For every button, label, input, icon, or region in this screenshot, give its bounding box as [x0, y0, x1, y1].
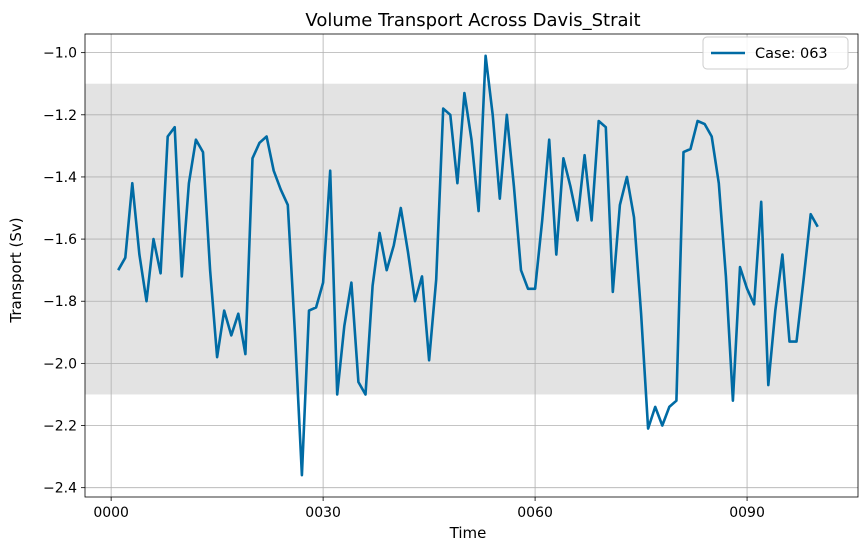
- y-tick-label: −1.4: [43, 170, 77, 186]
- y-tick-label: −1.6: [43, 232, 77, 248]
- x-tick-label: 0090: [729, 505, 765, 521]
- x-tick-label: 0000: [93, 505, 129, 521]
- legend: Case: 063: [702, 36, 849, 70]
- x-tick-label: 0060: [517, 505, 553, 521]
- plot-frame: [84, 33, 859, 498]
- series-line: [117, 54, 819, 477]
- y-tick-label: −1.2: [43, 108, 77, 124]
- series-layer: [117, 54, 819, 477]
- x-axis: 0000 0030 0060 0090: [93, 497, 765, 521]
- y-axis: −2.4 −2.2 −2.0 −1.8 −1.6 −1.4 −1.2 −1.0: [43, 46, 85, 497]
- legend-label: Case: 063: [755, 46, 828, 62]
- x-tick-label: 0030: [305, 505, 341, 521]
- y-tick-label: −2.0: [43, 356, 77, 372]
- y-tick-label: −1.0: [43, 46, 77, 62]
- y-tick-label: −2.2: [43, 419, 77, 435]
- y-tick-label: −1.8: [43, 294, 77, 310]
- y-tick-label: −2.4: [43, 481, 77, 497]
- chart-title: Volume Transport Across Davis_Strait: [305, 10, 640, 31]
- legend-box: [702, 36, 849, 70]
- x-axis-label: Time: [449, 524, 487, 542]
- y-axis-label: Transport (Sv): [7, 217, 25, 323]
